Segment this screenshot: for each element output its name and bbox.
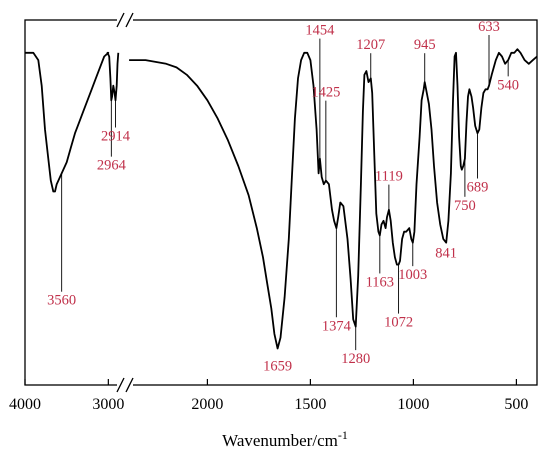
x-tick-label: 1500 [294, 396, 326, 413]
x-tick-label: 1000 [397, 396, 429, 413]
peak-label-1119: 1119 [375, 169, 403, 185]
spectrum-lines [25, 48, 538, 350]
peak-label-841: 841 [435, 245, 457, 261]
x-axis-ticks [24, 379, 518, 385]
x-axis-title-text: Wavenumber/cm [222, 431, 338, 450]
axis-break-bottom [116, 377, 134, 393]
peak-label-1374: 1374 [322, 318, 352, 334]
peak-label-1454: 1454 [305, 23, 335, 39]
spectrum-line-segment2 [129, 48, 538, 350]
axis-break-mark [116, 12, 125, 28]
x-tick-label: 2000 [191, 396, 223, 413]
axis-break-mark [116, 377, 125, 393]
spectrum-line-segment1 [25, 51, 120, 193]
x-tick-label: 3000 [92, 396, 124, 413]
peak-label-2964: 2964 [97, 158, 127, 174]
peak-label-750: 750 [454, 198, 476, 214]
axis-break-gap [117, 377, 133, 393]
axis-break-mark [125, 12, 134, 28]
peak-annotations: 3560 2964 2914 1659 1454 1425 1374 1280 1207 1163… [47, 19, 519, 374]
plot-frame [24, 19, 538, 386]
x-axis-title: Wavenumber/cm-1 [222, 428, 348, 450]
x-tick-label: 4000 [9, 396, 41, 413]
x-axis-tick-labels: 4000 3000 2000 1500 1000 500 [9, 396, 528, 413]
x-tick-label: 500 [504, 396, 528, 413]
peak-label-633: 633 [478, 19, 500, 35]
peak-label-1425: 1425 [311, 85, 340, 101]
peak-label-1163: 1163 [366, 274, 394, 290]
peak-label-1072: 1072 [384, 315, 413, 331]
peak-label-689: 689 [467, 180, 489, 196]
x-axis-title-superscript: -1 [338, 428, 348, 442]
peak-label-1003: 1003 [398, 267, 427, 283]
peak-label-540: 540 [497, 77, 519, 93]
peak-label-1280: 1280 [341, 351, 370, 367]
axis-break-mark [125, 377, 134, 393]
peak-label-945: 945 [414, 37, 436, 53]
axis-break-gap [117, 12, 133, 28]
peak-label-3560: 3560 [47, 293, 76, 309]
peak-label-2914: 2914 [101, 128, 131, 144]
axis-break-top [116, 12, 134, 28]
peak-label-1207: 1207 [356, 37, 385, 53]
peak-label-1659: 1659 [263, 358, 292, 374]
